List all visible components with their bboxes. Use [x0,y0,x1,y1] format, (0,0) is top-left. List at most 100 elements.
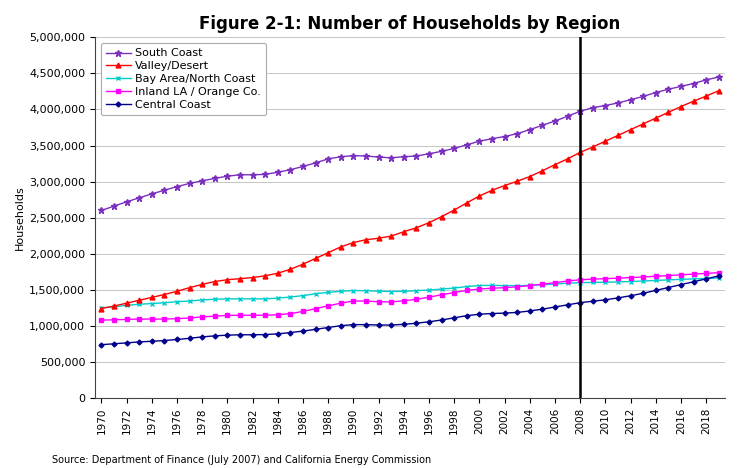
Bay Area/North Coast [361,288,370,293]
Central Coast [361,322,370,328]
Central Coast [349,322,357,328]
Central Coast [538,307,547,312]
Bay Area/North Coast [172,299,181,305]
South Coast [223,174,232,179]
Bay Area/North Coast [664,277,673,283]
South Coast [714,74,723,80]
South Coast [639,94,648,99]
South Coast [323,156,332,162]
Bay Area/North Coast [513,283,522,288]
Inland LA / Orange Co. [273,312,282,318]
Central Coast [387,322,396,328]
Valley/Desert [714,88,723,94]
Inland LA / Orange Co. [588,277,597,282]
South Coast [286,167,295,173]
Y-axis label: Households: Households [15,185,25,250]
Inland LA / Orange Co. [626,275,635,280]
Central Coast [551,304,559,310]
Bay Area/North Coast [626,279,635,285]
Inland LA / Orange Co. [425,294,434,300]
Bay Area/North Coast [298,293,307,299]
Central Coast [323,325,332,330]
Inland LA / Orange Co. [135,316,144,322]
Central Coast [488,311,497,316]
Line: Inland LA / Orange Co.: Inland LA / Orange Co. [99,271,721,322]
Valley/Desert [361,237,370,242]
Central Coast [563,302,572,307]
South Coast [702,77,710,83]
Line: South Coast: South Coast [98,73,722,214]
Central Coast [298,328,307,334]
Central Coast [475,311,484,317]
South Coast [361,153,370,159]
Valley/Desert [97,306,106,311]
Inland LA / Orange Co. [323,303,332,309]
South Coast [563,114,572,119]
Valley/Desert [651,115,660,121]
Inland LA / Orange Co. [702,271,710,276]
Central Coast [400,322,408,327]
South Coast [110,203,118,209]
Bay Area/North Coast [336,288,345,294]
Valley/Desert [576,150,585,155]
Bay Area/North Coast [198,297,206,303]
Valley/Desert [689,98,698,104]
Valley/Desert [626,127,635,132]
Line: Valley/Desert: Valley/Desert [99,88,722,311]
Valley/Desert [135,298,144,303]
Inland LA / Orange Co. [676,272,685,278]
Valley/Desert [551,162,559,168]
Bay Area/North Coast [437,286,446,292]
Valley/Desert [223,277,232,283]
South Coast [462,142,471,147]
Inland LA / Orange Co. [576,277,585,283]
Bay Area/North Coast [185,298,194,304]
Bay Area/North Coast [525,283,534,288]
Bay Area/North Coast [323,290,332,295]
Inland LA / Orange Co. [500,285,509,291]
Valley/Desert [210,279,219,285]
Bay Area/North Coast [387,289,396,294]
Bay Area/North Coast [223,296,232,302]
Bay Area/North Coast [538,282,547,288]
Valley/Desert [613,132,622,138]
Valley/Desert [676,104,685,110]
Inland LA / Orange Co. [235,313,244,318]
Inland LA / Orange Co. [160,316,169,322]
Valley/Desert [273,271,282,276]
Bay Area/North Coast [122,302,131,308]
Legend: South Coast, Valley/Desert, Bay Area/North Coast, Inland LA / Orange Co., Centra: South Coast, Valley/Desert, Bay Area/Nor… [101,43,266,115]
Bay Area/North Coast [475,283,484,288]
South Coast [601,102,610,108]
South Coast [425,151,434,157]
Central Coast [676,282,685,287]
Inland LA / Orange Co. [387,299,396,305]
Central Coast [172,336,181,342]
South Coast [437,148,446,154]
Valley/Desert [437,214,446,219]
Valley/Desert [147,295,156,300]
South Coast [235,172,244,177]
Bay Area/North Coast [235,296,244,302]
Bay Area/North Coast [462,284,471,289]
Inland LA / Orange Co. [525,283,534,288]
South Coast [588,105,597,110]
South Coast [538,123,547,128]
Central Coast [425,319,434,325]
Valley/Desert [248,275,257,280]
Valley/Desert [311,256,320,261]
South Coast [513,131,522,137]
Inland LA / Orange Co. [601,276,610,281]
Bay Area/North Coast [639,278,648,284]
Inland LA / Orange Co. [286,311,295,316]
Bay Area/North Coast [210,296,219,302]
Bay Area/North Coast [488,283,497,288]
Inland LA / Orange Co. [714,270,723,276]
South Coast [260,172,269,177]
Inland LA / Orange Co. [400,298,408,304]
Valley/Desert [601,139,610,144]
Bay Area/North Coast [651,278,660,283]
Valley/Desert [412,225,421,231]
South Coast [160,188,169,193]
Inland LA / Orange Co. [374,299,383,305]
